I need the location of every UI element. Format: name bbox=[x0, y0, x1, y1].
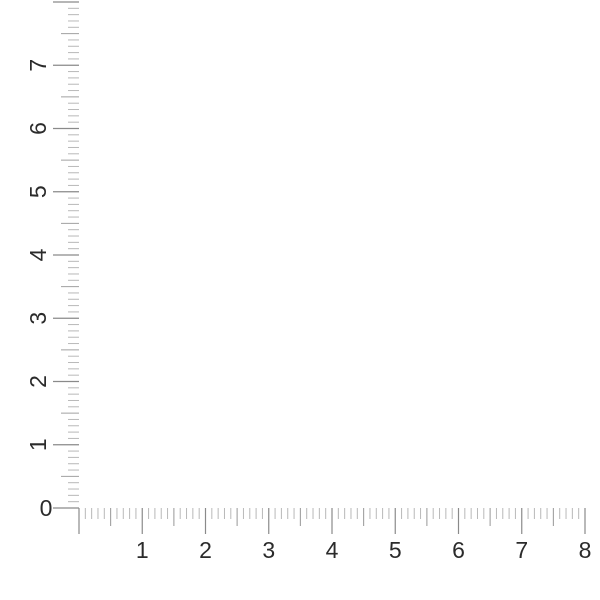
svg-text:5: 5 bbox=[25, 185, 51, 198]
svg-text:1: 1 bbox=[136, 537, 149, 563]
svg-text:7: 7 bbox=[25, 59, 51, 72]
svg-text:0: 0 bbox=[40, 495, 53, 521]
svg-text:5: 5 bbox=[389, 537, 402, 563]
svg-text:7: 7 bbox=[515, 537, 528, 563]
svg-text:2: 2 bbox=[25, 375, 51, 388]
svg-text:6: 6 bbox=[25, 122, 51, 135]
svg-text:6: 6 bbox=[452, 537, 465, 563]
svg-text:4: 4 bbox=[25, 248, 51, 261]
svg-text:3: 3 bbox=[262, 537, 275, 563]
svg-text:3: 3 bbox=[25, 312, 51, 325]
svg-text:8: 8 bbox=[579, 537, 592, 563]
svg-text:2: 2 bbox=[199, 537, 212, 563]
svg-text:4: 4 bbox=[326, 537, 339, 563]
svg-text:1: 1 bbox=[25, 438, 51, 451]
